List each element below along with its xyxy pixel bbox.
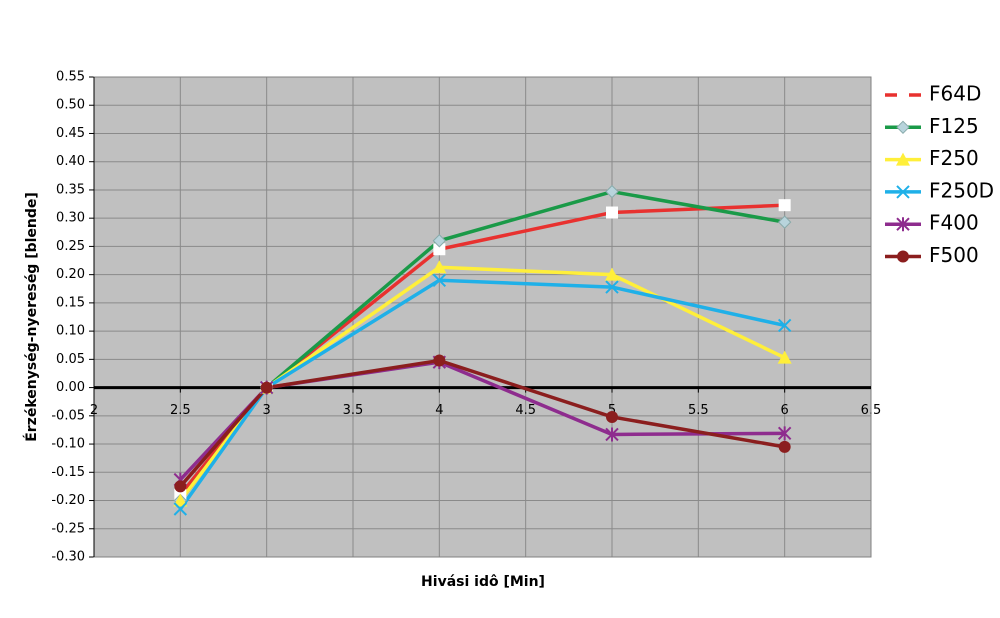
y-tick-label: 0.55 <box>56 70 85 85</box>
y-tick-label: 0.20 <box>56 267 85 282</box>
marker <box>777 215 792 229</box>
legend-label: F125 <box>929 114 979 138</box>
marker <box>778 440 791 453</box>
marker <box>432 260 447 274</box>
marker <box>173 502 188 516</box>
x-tick-label: 5 <box>608 403 616 418</box>
y-tick-label: 0.50 <box>56 98 85 113</box>
y-tick-label: -0.30 <box>51 550 85 565</box>
legend-item: F500 <box>885 243 979 267</box>
x-tick-label: 2.5 <box>170 403 191 418</box>
y-tick-label: -0.20 <box>51 493 85 508</box>
legend-item: F64D <box>885 82 981 106</box>
y-tick-label: 0.40 <box>56 154 85 169</box>
marker <box>432 273 447 288</box>
x-tick-label: 4 <box>435 403 443 418</box>
legend-item: F125 <box>885 114 979 138</box>
marker <box>897 89 909 101</box>
marker <box>260 381 273 394</box>
y-tick-label: 0.05 <box>56 352 85 367</box>
y-tick-label: 0.10 <box>56 324 85 339</box>
marker <box>896 152 910 166</box>
marker <box>777 318 792 333</box>
marker <box>605 427 619 442</box>
x-tick-label: 3.5 <box>343 403 364 418</box>
marker <box>778 199 791 212</box>
marker <box>433 354 446 367</box>
y-tick-label: 0.35 <box>56 182 85 197</box>
x-tick-label: 4.5 <box>515 403 536 418</box>
y-tick-label: -0.05 <box>51 408 85 423</box>
x-tick-label: 5.5 <box>688 403 709 418</box>
legend-label: F400 <box>929 211 979 235</box>
marker <box>606 410 618 423</box>
y-tick-label: 0.25 <box>56 239 85 254</box>
marker <box>174 480 187 493</box>
marker <box>605 184 619 199</box>
y-tick-label: 0.00 <box>56 380 85 395</box>
legend-item: F250 <box>885 146 979 170</box>
y-tick-label: 0.15 <box>56 295 85 310</box>
legend-label: F500 <box>929 243 979 267</box>
y-tick-label: 0.45 <box>56 126 85 141</box>
y-tick-label: -0.15 <box>51 465 85 480</box>
marker <box>173 493 188 507</box>
marker <box>606 206 618 219</box>
y-tick-label: 0.30 <box>56 211 85 226</box>
marker <box>896 217 910 232</box>
marker <box>433 243 446 256</box>
x-tick-label: 6 <box>781 403 789 418</box>
marker <box>896 120 910 135</box>
y-tick-label: -0.10 <box>51 437 85 452</box>
marker <box>897 250 909 263</box>
marker <box>896 185 910 199</box>
marker <box>777 426 792 441</box>
marker <box>605 267 619 281</box>
marker <box>432 234 447 248</box>
x-axis-title: Hivási idô [Min] <box>421 574 545 590</box>
legend-label: F64D <box>929 82 981 106</box>
legend-label: F250D <box>929 178 994 202</box>
y-tick-label: -0.25 <box>51 521 85 536</box>
y-axis-title: Érzékenység-nyereség [blende] <box>23 192 40 442</box>
marker <box>777 350 792 364</box>
legend-item: F400 <box>885 211 979 235</box>
marker <box>605 280 619 294</box>
x-tick-label: 3 <box>263 403 271 418</box>
legend-item: F250D <box>885 178 994 202</box>
legend-label: F250 <box>929 146 979 170</box>
